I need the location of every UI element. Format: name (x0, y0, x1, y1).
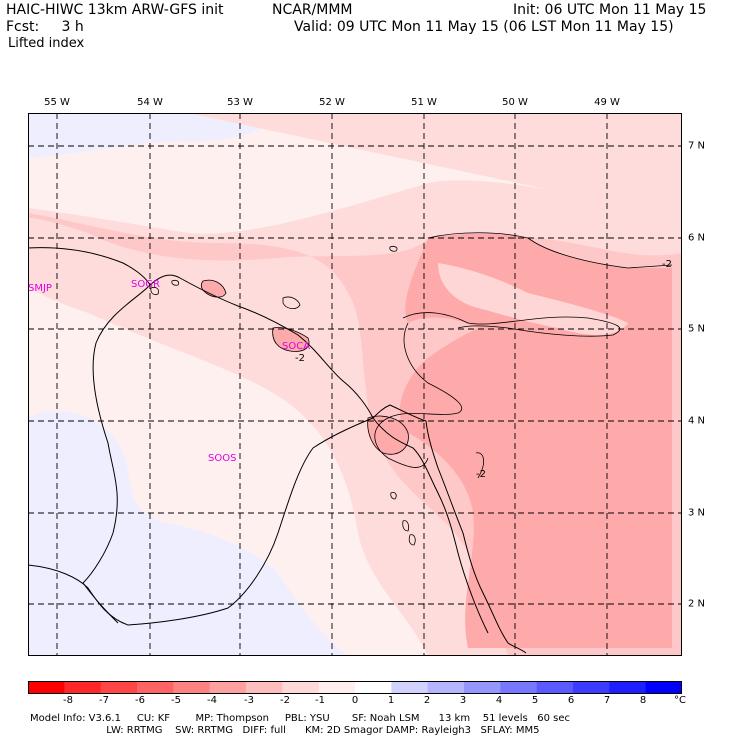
contour-line (475, 452, 485, 479)
contour-line (408, 534, 416, 546)
colorbar-swatch (536, 681, 574, 694)
lifted-index-map (28, 113, 682, 656)
colorbar-swatch (573, 681, 610, 694)
colorbar-tick: -1 (315, 695, 325, 706)
lon-label: 50 W (502, 97, 528, 108)
colorbar-tick: 2 (423, 695, 431, 706)
lon-label: 51 W (411, 97, 437, 108)
contour-line (389, 245, 398, 252)
contour-label: -2 (295, 353, 305, 364)
contour-line (402, 312, 621, 337)
colorbar-swatch (318, 681, 356, 694)
border-line (82, 582, 119, 624)
valid-time: Valid: 09 UTC Mon 11 May 15 (06 LST Mon … (294, 19, 674, 35)
map-frame (28, 113, 682, 656)
org-label: NCAR/MMM (272, 2, 353, 18)
colorbar-tick: -6 (135, 695, 145, 706)
model-info-line1: Model Info: V3.6.1 CU: KF MP: Thompson P… (30, 713, 570, 724)
field-name: Lifted index (8, 36, 85, 51)
colorbar-swatch (209, 681, 247, 694)
forecast-hour: Fcst: 3 h (6, 19, 84, 35)
border-line (82, 284, 151, 584)
station-label: SMJP (28, 283, 52, 294)
colorbar-frame (28, 681, 682, 694)
colorbar-swatch (173, 681, 211, 694)
station-label: SOCA (282, 341, 311, 352)
contour-label: -2 (476, 469, 486, 480)
colorbar-swatch (391, 681, 429, 694)
lat-label: 2 N (688, 598, 706, 610)
lat-label: 3 N (688, 507, 706, 519)
contour-line (374, 322, 463, 468)
border-line (28, 417, 374, 626)
colorbar-tick: -7 (99, 695, 109, 706)
colorbar-tick: 4 (495, 695, 503, 706)
lon-label: 55 W (44, 97, 70, 108)
colorbar-swatch (464, 681, 501, 694)
colorbar-tick: -3 (244, 695, 254, 706)
colorbar-tick: 7 (603, 695, 611, 706)
colorbar (28, 681, 682, 694)
lon-label: 53 W (227, 97, 253, 108)
lat-label: 5 N (688, 323, 706, 335)
colorbar-tick: 8 (639, 695, 647, 706)
colorbar-swatch (427, 681, 465, 694)
contour-line (367, 415, 409, 455)
init-time: Init: 06 UTC Mon 11 May 15 (513, 2, 707, 18)
contour-line (171, 279, 180, 286)
contour-line (390, 492, 397, 500)
colorbar-swatch (28, 681, 65, 694)
lat-label: 7 N (688, 140, 706, 152)
lon-label: 54 W (137, 97, 163, 108)
colorbar-tick: 5 (531, 695, 539, 706)
station-label: SOGR (131, 279, 160, 290)
colorbar-tick: -8 (63, 695, 73, 706)
colorbar-swatch (500, 681, 538, 694)
colorbar-tick: 6 (567, 695, 575, 706)
colorbar-swatch (645, 681, 682, 694)
field-hole-east (438, 263, 628, 335)
contour-line (402, 520, 410, 532)
field-positive-area-north (28, 113, 278, 158)
lon-label: 52 W (319, 97, 345, 108)
lat-label: 6 N (688, 232, 706, 244)
model-title: HAIC-HIWC 13km ARW-GFS init (6, 2, 224, 18)
colorbar-tick: -5 (171, 695, 181, 706)
colorbar-swatch (355, 681, 392, 694)
colorbar-tick: -2 (280, 695, 290, 706)
colorbar-unit: °C (674, 695, 686, 706)
colorbar-tick: 1 (387, 695, 395, 706)
coastline (28, 247, 527, 654)
colorbar-swatch (100, 681, 138, 694)
colorbar-swatch (246, 681, 283, 694)
colorbar-swatch (64, 681, 102, 694)
station-label: SOOS (208, 453, 237, 464)
contour-line (150, 286, 159, 296)
colorbar-tick: -4 (207, 695, 217, 706)
colorbar-swatch (137, 681, 174, 694)
model-info-line2: LW: RRTMG SW: RRTMG DIFF: full KM: 2D Sm… (30, 725, 540, 736)
contour-line (282, 296, 301, 309)
contour-line (272, 327, 310, 352)
colorbar-tick: 0 (351, 695, 359, 706)
colorbar-tick: 3 (459, 695, 467, 706)
field-positive-area-south (28, 411, 348, 656)
contour-label: -2 (662, 259, 672, 270)
colorbar-swatch (609, 681, 647, 694)
field-band-minus3-east (399, 233, 672, 648)
lat-label: 4 N (688, 415, 706, 427)
lon-label: 49 W (594, 97, 620, 108)
colorbar-swatch (282, 681, 320, 694)
border-line (372, 417, 489, 634)
